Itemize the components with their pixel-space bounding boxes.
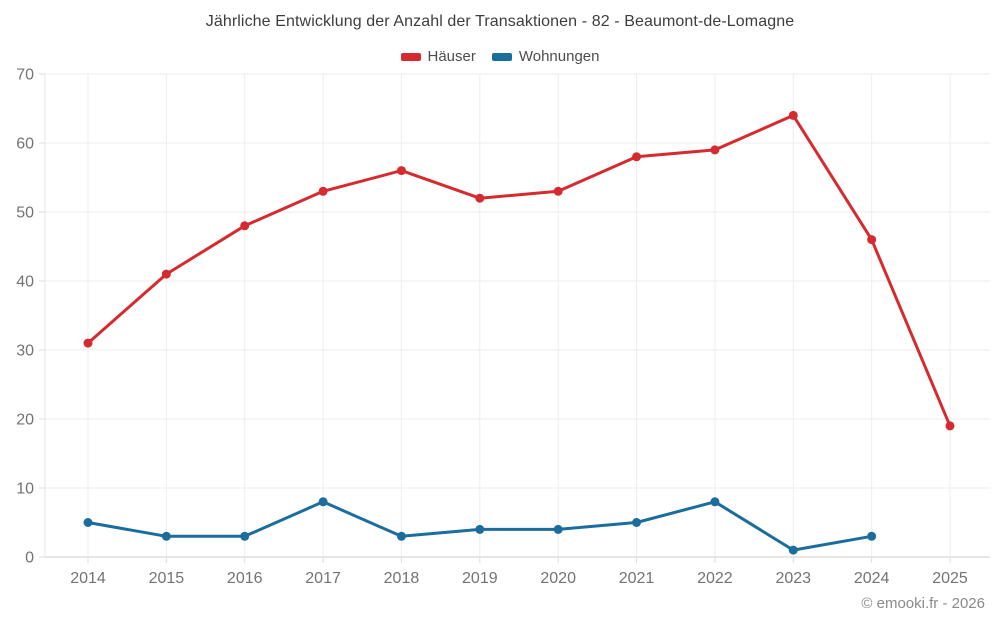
y-axis-label: 30 xyxy=(16,343,34,360)
series-1-point-2020[interactable] xyxy=(553,524,563,534)
x-axis-label: 2019 xyxy=(462,570,498,587)
series-1-point-2022[interactable] xyxy=(710,497,720,507)
series-0-point-2017[interactable] xyxy=(318,186,328,196)
y-axis-label: 10 xyxy=(16,481,34,498)
series-0-point-2024[interactable] xyxy=(867,235,877,245)
series-1-point-2018[interactable] xyxy=(396,531,406,541)
legend-item-haeuser[interactable]: Häuser xyxy=(400,48,476,65)
series-0-point-2018[interactable] xyxy=(396,166,406,176)
chart-legend: Häuser Wohnungen xyxy=(0,48,1000,65)
x-axis-label: 2024 xyxy=(854,570,890,587)
series-0-point-2023[interactable] xyxy=(788,110,798,120)
series-0-point-2022[interactable] xyxy=(710,145,720,155)
series-0-point-2014[interactable] xyxy=(83,338,93,348)
series-1-point-2016[interactable] xyxy=(240,531,250,541)
legend-marker-wohnungen-icon xyxy=(491,52,512,61)
x-axis-label: 2015 xyxy=(149,570,185,587)
y-axis-label: 0 xyxy=(25,550,34,567)
legend-item-wohnungen[interactable]: Wohnungen xyxy=(491,48,600,65)
y-axis-label: 20 xyxy=(16,412,34,429)
series-0-line xyxy=(86,113,952,428)
series-0-point-2020[interactable] xyxy=(553,186,563,196)
y-axis-label: 40 xyxy=(16,274,34,291)
series-0-point-2021[interactable] xyxy=(632,152,642,162)
series-1-point-2014[interactable] xyxy=(83,518,93,527)
x-axis-label: 2021 xyxy=(619,570,655,587)
x-axis-label: 2017 xyxy=(305,570,341,587)
series-1-point-2019[interactable] xyxy=(475,524,485,534)
series-0-point-2025[interactable] xyxy=(945,421,955,431)
y-axis-label: 60 xyxy=(16,136,34,153)
legend-marker-haeuser-icon xyxy=(400,52,421,61)
footer-credit: © emooki.fr - 2026 xyxy=(861,595,985,612)
series-1-point-2021[interactable] xyxy=(632,518,642,527)
x-axis-label: 2016 xyxy=(227,570,263,587)
x-axis-label: 2020 xyxy=(540,570,576,587)
x-axis-label: 2018 xyxy=(384,570,420,587)
chart-title: Jährliche Entwicklung der Anzahl der Tra… xyxy=(205,13,795,30)
series-1-point-2017[interactable] xyxy=(318,497,328,507)
x-axis-label: 2022 xyxy=(697,570,733,587)
series-0-point-2015[interactable] xyxy=(161,269,171,279)
legend-label-wohnungen: Wohnungen xyxy=(518,48,600,65)
x-axis-label: 2023 xyxy=(775,570,811,587)
x-axis-label: 2025 xyxy=(932,570,968,587)
series-1-point-2024[interactable] xyxy=(867,531,877,541)
series-1-point-2015[interactable] xyxy=(161,531,171,541)
x-axis-label: 2014 xyxy=(70,570,106,587)
series-0-point-2019[interactable] xyxy=(475,193,485,203)
y-axis-label: 70 xyxy=(16,67,34,84)
series-0-point-2016[interactable] xyxy=(240,221,250,231)
y-axis-label: 50 xyxy=(16,205,34,222)
legend-label-haeuser: Häuser xyxy=(427,48,476,65)
series-1-point-2023[interactable] xyxy=(788,545,798,555)
